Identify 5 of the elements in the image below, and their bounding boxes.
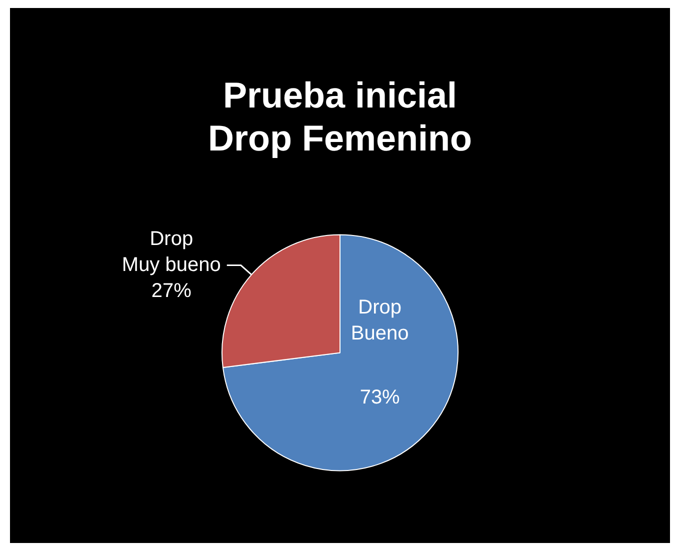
slice-label: Drop Bueno <box>350 296 409 344</box>
chart-title: Prueba inicial Drop Femenino <box>208 74 472 159</box>
data-label: 73% <box>360 386 400 408</box>
slice-label: Drop Muy bueno <box>122 228 221 276</box>
data-label: 27% <box>151 280 192 302</box>
